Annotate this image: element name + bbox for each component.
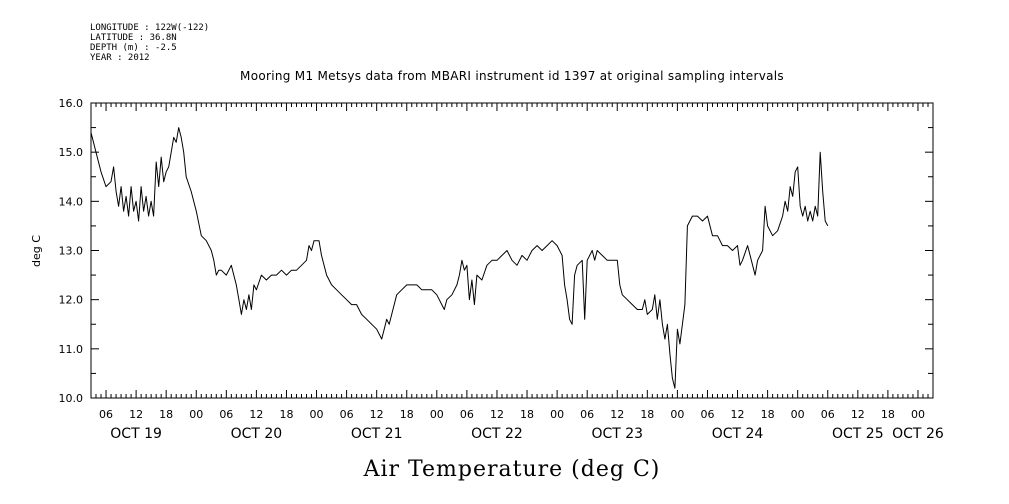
x-hour-label: 00 [911, 408, 925, 421]
x-hour-label: 06 [340, 408, 354, 421]
y-tick-label: 11.0 [59, 343, 84, 356]
x-day-label: OCT 23 [591, 426, 643, 442]
x-hour-label: 18 [520, 408, 534, 421]
y-tick-label: 12.0 [59, 294, 84, 307]
x-hour-label: 00 [791, 408, 805, 421]
plot-frame [90, 102, 934, 399]
x-hour-label: 06 [219, 408, 233, 421]
x-hour-label: 06 [821, 408, 835, 421]
x-hour-label: 00 [189, 408, 203, 421]
x-hour-label: 06 [700, 408, 714, 421]
x-day-label: OCT 26 [892, 426, 944, 442]
x-hour-label: 12 [129, 408, 143, 421]
x-hour-label: 12 [249, 408, 263, 421]
metadata-block: LONGITUDE : 122W(-122) LATITUDE : 36.8N … [90, 23, 209, 63]
x-hour-label: 06 [99, 408, 113, 421]
y-tick-label: 13.0 [59, 245, 84, 258]
x-hour-label: 12 [851, 408, 865, 421]
axis-tick-labels: 10.0 11.0 12.0 13.0 14.0 15.0 16.0 06 12 18 00 06 12… [59, 97, 944, 442]
x-hour-label: 06 [460, 408, 474, 421]
series-line [90, 127, 829, 389]
x-hour-label: 18 [640, 408, 654, 421]
x-day-label: OCT 20 [231, 426, 283, 442]
x-hour-label: 18 [400, 408, 414, 421]
x-day-label: OCT 24 [712, 426, 764, 442]
x-day-label: OCT 25 [832, 426, 884, 442]
y-tick-label: 10.0 [59, 392, 84, 405]
chart-title: Mooring M1 Metsys data from MBARI instru… [240, 69, 784, 83]
x-hour-label: 12 [370, 408, 384, 421]
x-hour-label: 00 [550, 408, 564, 421]
meta-year: YEAR : 2012 [90, 53, 150, 63]
x-hour-label: 06 [580, 408, 594, 421]
series-layer [90, 127, 829, 389]
meta-depth: DEPTH (m) : -2.5 [90, 43, 177, 53]
y-tick-label: 14.0 [59, 195, 84, 208]
x-hour-label: 18 [881, 408, 895, 421]
x-hour-label: 18 [279, 408, 293, 421]
x-hour-label: 00 [430, 408, 444, 421]
meta-longitude: LONGITUDE : 122W(-122) [90, 23, 209, 33]
x-hour-label: 12 [490, 408, 504, 421]
x-day-label: OCT 19 [110, 426, 162, 442]
x-hour-label: 00 [310, 408, 324, 421]
x-hour-label: 00 [670, 408, 684, 421]
x-day-label: OCT 21 [351, 426, 403, 442]
axis-ticks [90, 102, 934, 399]
meta-latitude: LATITUDE : 36.8N [90, 33, 177, 43]
x-day-label: OCT 22 [471, 426, 523, 442]
x-hour-label: 12 [731, 408, 745, 421]
y-tick-label: 15.0 [59, 146, 84, 159]
x-hour-label: 18 [761, 408, 775, 421]
y-axis-label: deg C [30, 235, 43, 267]
y-tick-label: 16.0 [59, 97, 84, 110]
variable-label: Air Temperature (deg C) [363, 457, 661, 482]
x-hour-label: 18 [159, 408, 173, 421]
x-hour-label: 12 [610, 408, 624, 421]
